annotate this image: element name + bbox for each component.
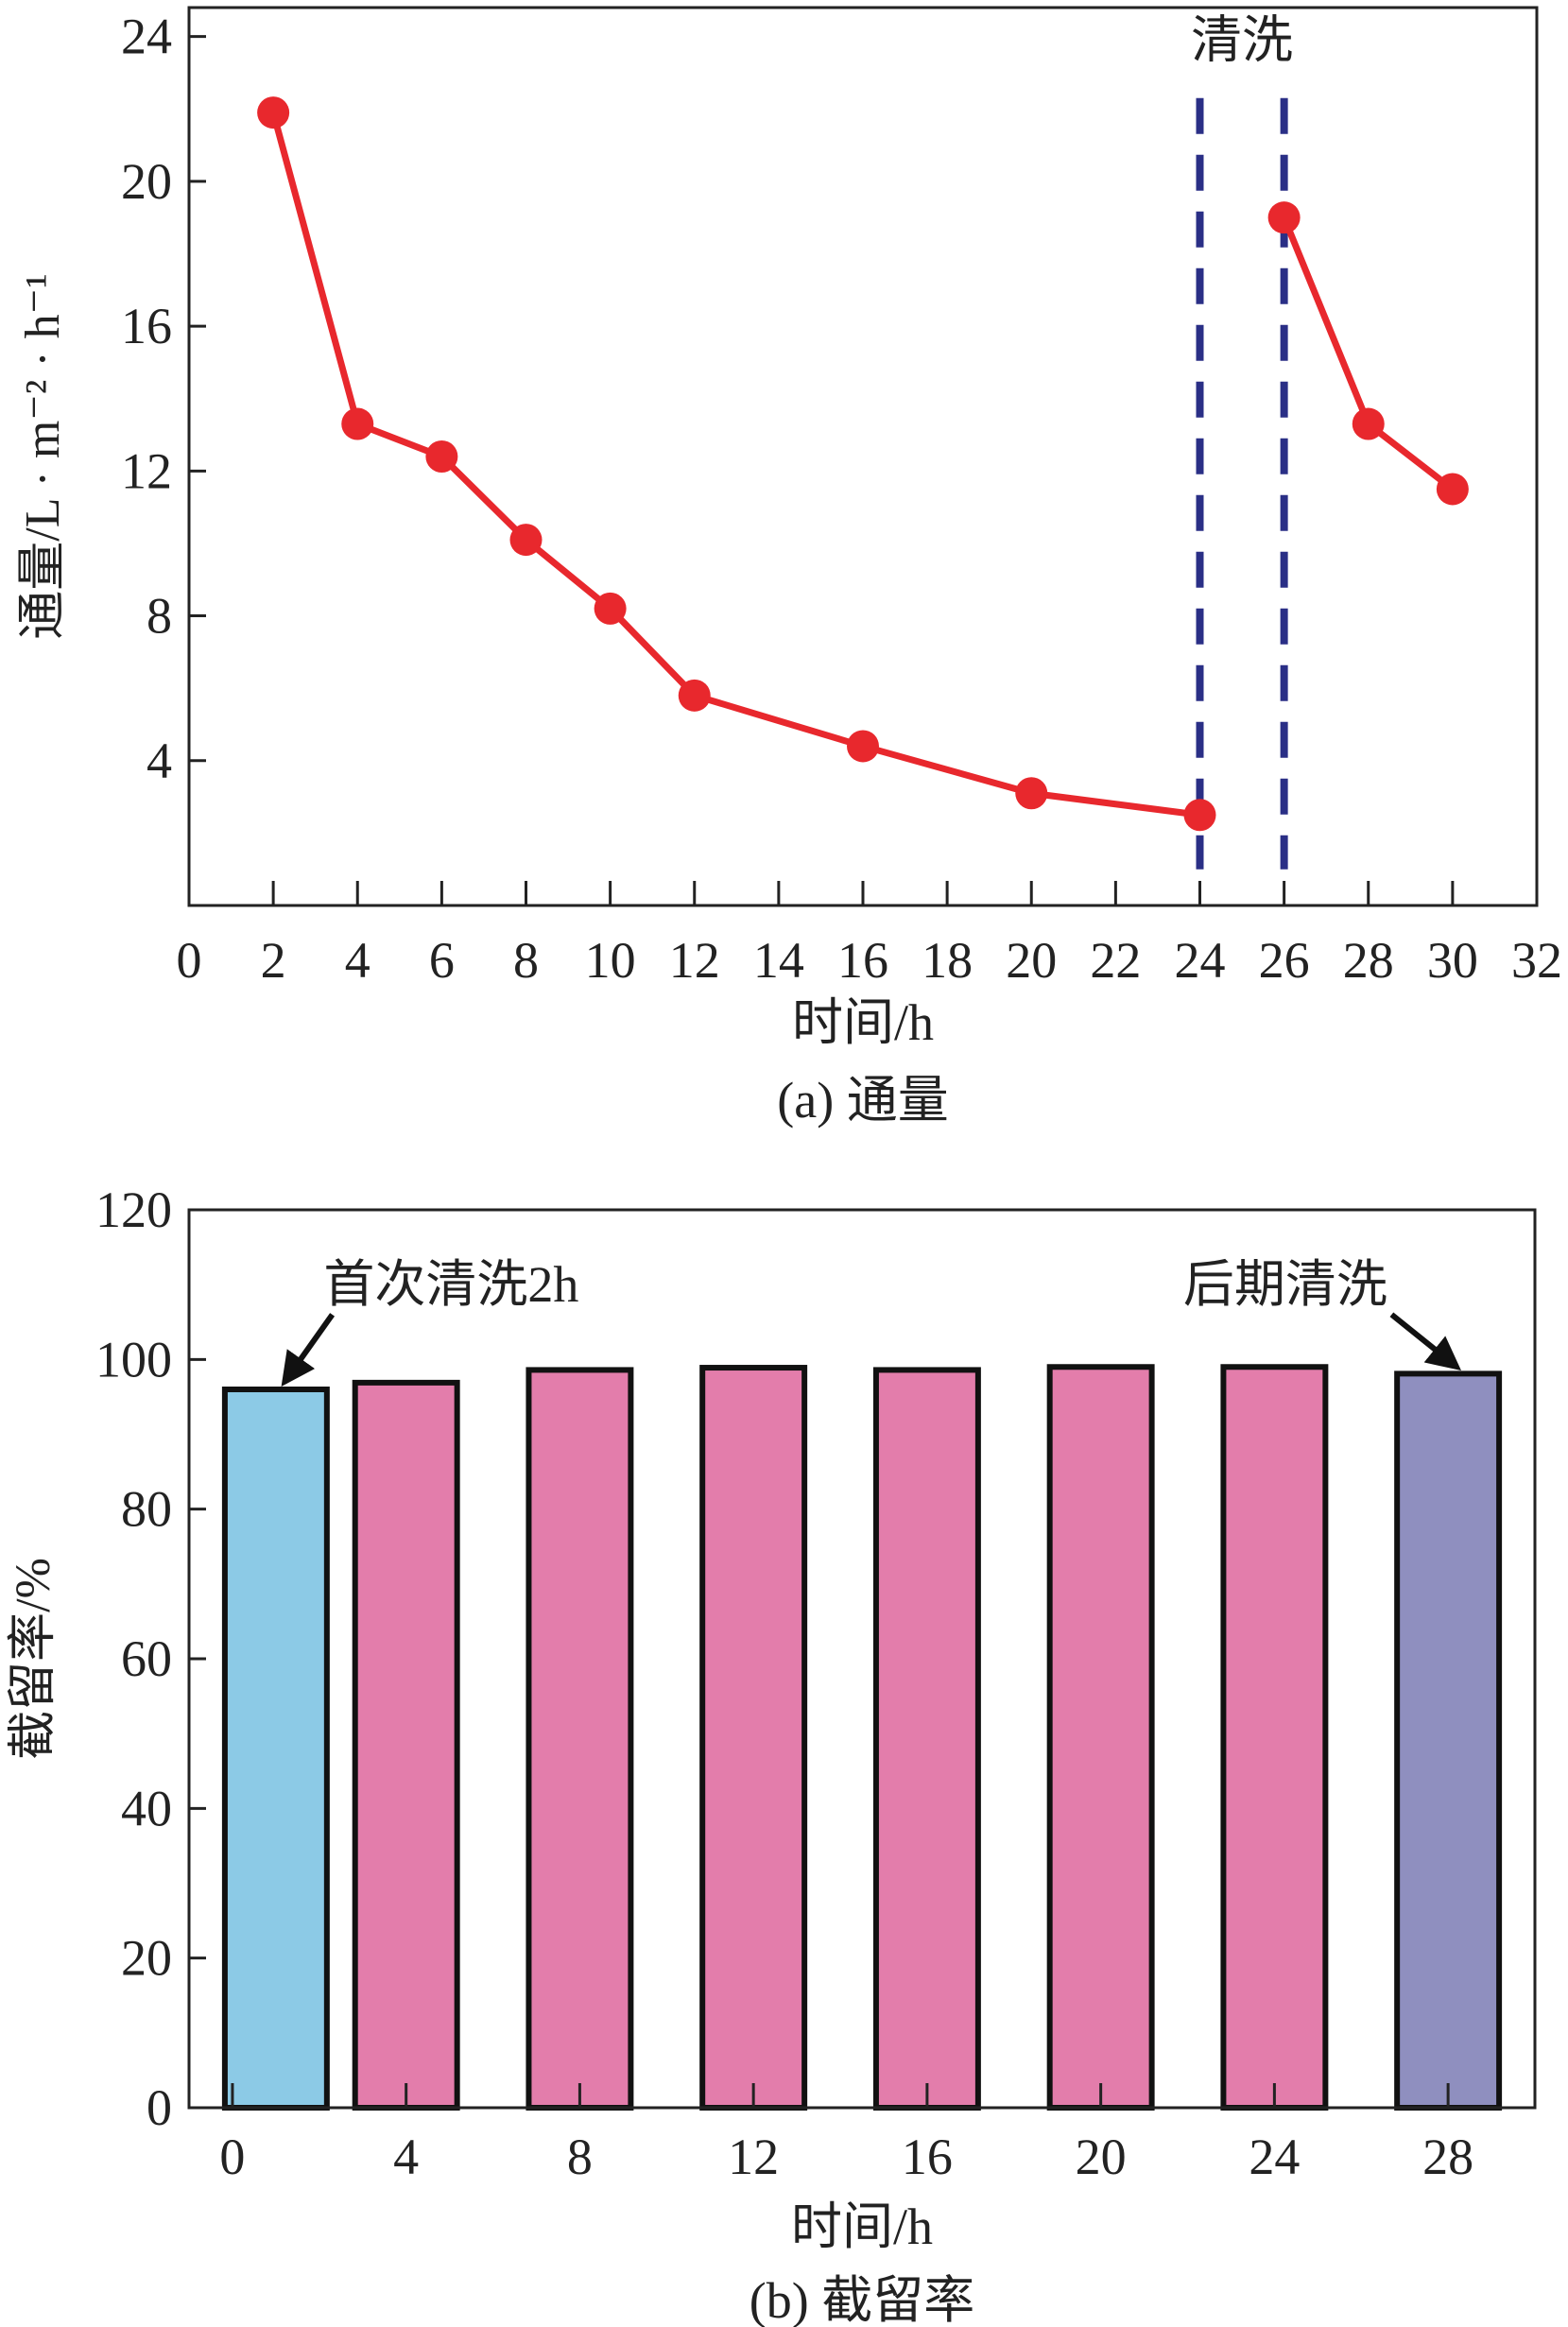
x-tick-label: 20 (1076, 2129, 1127, 2185)
x-tick-label: 0 (219, 2129, 245, 2185)
y-tick-label: 20 (121, 153, 172, 210)
y-tick-label: 4 (146, 733, 172, 789)
x-tick-label: 12 (728, 2129, 779, 2185)
annotation-arrow (1389, 1312, 1461, 1371)
annotation-arrow (281, 1313, 336, 1387)
bar (221, 1387, 330, 2111)
y-tick-label: 60 (121, 1630, 172, 1687)
data-point (678, 679, 711, 712)
x-axis-label: 时间/h (791, 2198, 933, 2255)
x-tick-label: 26 (1259, 932, 1310, 989)
x-tick-label: 8 (567, 2129, 593, 2185)
x-tick-label: 24 (1249, 2129, 1300, 2185)
bar (1394, 1370, 1503, 2111)
x-tick-label: 8 (513, 932, 539, 989)
y-tick-label: 120 (95, 1181, 172, 1238)
y-tick-label: 100 (95, 1331, 172, 1388)
y-tick-label: 12 (121, 442, 172, 499)
x-tick-label: 6 (429, 932, 455, 989)
bar (526, 1367, 634, 2111)
x-tick-label: 28 (1422, 2129, 1473, 2185)
data-point (847, 730, 879, 763)
data-point (594, 592, 627, 625)
x-tick-label: 18 (922, 932, 973, 989)
x-tick-label: 12 (669, 932, 720, 989)
retention-bar-chart: 0 20 40 60 80 100 120 0 4 8 12 16 20 24 28 首次清洗2h 后期清洗截留… (7, 1181, 1537, 2327)
x-tick-label: 16 (837, 932, 888, 989)
x-tick-label: 2 (261, 932, 286, 989)
y-tick-label: 20 (121, 1930, 172, 1987)
x-tick-label: 16 (902, 2129, 953, 2185)
x-tick-label: 30 (1427, 932, 1478, 989)
bar-annotation: 首次清洗2h (323, 1256, 578, 1313)
x-tick-label: 0 (177, 932, 202, 989)
data-point (1267, 201, 1301, 234)
bar (699, 1365, 808, 2111)
bar (872, 1367, 981, 2111)
y-tick-label: 24 (121, 9, 172, 65)
data-point (257, 96, 290, 129)
data-point (1015, 777, 1048, 810)
cleaning-annotation: 清洗 (1191, 12, 1293, 69)
x-tick-label: 20 (1006, 932, 1057, 989)
x-tick-label: 22 (1090, 932, 1141, 989)
data-point (425, 440, 458, 473)
x-tick-label: 24 (1175, 932, 1226, 989)
y-tick-label: 8 (146, 588, 172, 645)
subfigure-caption: (b) 截留率 (750, 2272, 974, 2327)
x-tick-label: 4 (393, 2129, 419, 2185)
series-line-before-cleaning (269, 112, 1200, 819)
y-tick-label: 0 (146, 2079, 172, 2136)
data-point (1183, 799, 1216, 832)
x-tick-label: 10 (585, 932, 636, 989)
subfigure-caption: (a) 通量 (777, 1072, 948, 1129)
y-axis-label: 截留率/% (7, 1558, 60, 1760)
y-axis-label: 通量/L · m⁻² · h⁻¹ (16, 273, 70, 639)
bar (352, 1379, 460, 2111)
bar (1220, 1364, 1329, 2111)
y-tick-label: 16 (121, 298, 172, 354)
x-axis-label: 时间/h (792, 994, 934, 1051)
y-tick-label: 80 (121, 1481, 172, 1538)
data-point (509, 524, 543, 557)
data-point (341, 407, 374, 440)
series-line-after-cleaning (1281, 215, 1456, 492)
plot-frame (187, 6, 1539, 907)
x-tick-label: 4 (345, 932, 370, 989)
y-tick-label: 40 (121, 1780, 172, 1836)
x-tick-label: 32 (1511, 932, 1562, 989)
bar-annotation: 后期清洗 (1183, 1256, 1387, 1313)
x-tick-label: 28 (1343, 932, 1394, 989)
data-point (1352, 407, 1385, 440)
data-point (1436, 473, 1469, 506)
x-tick-label: 14 (753, 932, 804, 989)
bar (1046, 1364, 1155, 2111)
